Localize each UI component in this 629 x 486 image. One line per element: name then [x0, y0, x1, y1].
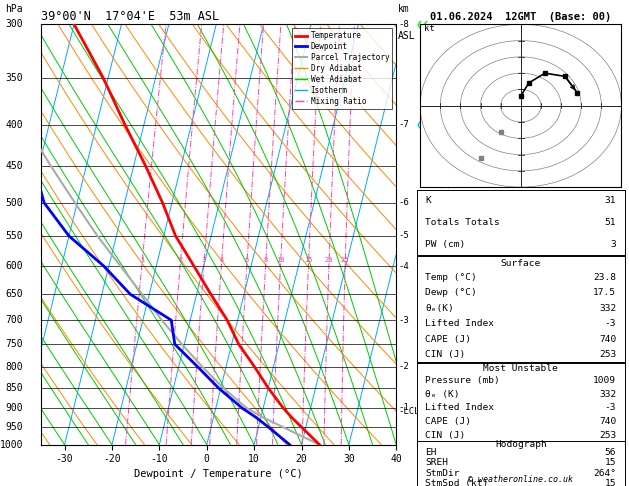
Text: 15: 15 [304, 258, 313, 263]
Text: 253: 253 [599, 431, 616, 440]
Text: 800: 800 [6, 362, 23, 372]
Text: 3: 3 [611, 240, 616, 249]
Text: -8: -8 [398, 20, 409, 29]
Text: 650: 650 [6, 289, 23, 299]
Text: Totals Totals: Totals Totals [425, 218, 500, 227]
Text: 39°00'N  17°04'E  53m ASL: 39°00'N 17°04'E 53m ASL [41, 10, 219, 23]
Text: -3: -3 [605, 319, 616, 328]
Text: 2: 2 [178, 258, 182, 263]
Text: 450: 450 [6, 161, 23, 171]
Text: 950: 950 [6, 422, 23, 432]
Text: 300: 300 [6, 19, 23, 29]
Text: Temp (°C): Temp (°C) [425, 273, 477, 282]
Text: 332: 332 [599, 304, 616, 313]
Text: 400: 400 [6, 120, 23, 130]
Text: 1000: 1000 [0, 440, 23, 450]
Text: 900: 900 [6, 403, 23, 413]
Text: 750: 750 [6, 339, 23, 349]
Text: Most Unstable: Most Unstable [484, 364, 558, 373]
Text: Hodograph: Hodograph [495, 440, 547, 449]
Text: 6: 6 [245, 258, 249, 263]
Text: ❮❮: ❮❮ [416, 262, 430, 271]
Text: 700: 700 [6, 315, 23, 325]
Text: Surface: Surface [501, 259, 541, 267]
Text: © weatheronline.co.uk: © weatheronline.co.uk [469, 474, 573, 484]
Text: StmSpd (kt): StmSpd (kt) [425, 479, 489, 486]
Text: ❮❮: ❮❮ [416, 422, 430, 431]
Text: -1: -1 [398, 403, 409, 413]
Text: 25: 25 [341, 258, 350, 263]
Text: 500: 500 [6, 198, 23, 208]
Text: -LCL: -LCL [398, 407, 420, 417]
Text: -5: -5 [398, 231, 409, 241]
Text: -3: -3 [398, 315, 409, 325]
X-axis label: Dewpoint / Temperature (°C): Dewpoint / Temperature (°C) [134, 469, 303, 479]
Text: Dewp (°C): Dewp (°C) [425, 288, 477, 297]
Text: 23.8: 23.8 [593, 273, 616, 282]
Text: 850: 850 [6, 383, 23, 393]
Text: km: km [398, 4, 410, 14]
Text: Mixing Ratio (g/kg): Mixing Ratio (g/kg) [442, 183, 450, 286]
Text: hPa: hPa [6, 4, 23, 14]
Text: 3: 3 [202, 258, 206, 263]
Text: CIN (J): CIN (J) [425, 431, 465, 440]
Text: 350: 350 [6, 73, 23, 83]
Text: 1: 1 [140, 258, 144, 263]
Text: 01.06.2024  12GMT  (Base: 00): 01.06.2024 12GMT (Base: 00) [430, 12, 611, 22]
Text: ❮❮: ❮❮ [416, 315, 430, 325]
Text: kt: kt [424, 24, 435, 33]
Text: CAPE (J): CAPE (J) [425, 417, 471, 426]
Text: 20: 20 [325, 258, 333, 263]
Text: K: K [425, 196, 431, 205]
Text: CAPE (J): CAPE (J) [425, 334, 471, 344]
Text: 740: 740 [599, 334, 616, 344]
Text: Lifted Index: Lifted Index [425, 403, 494, 412]
Text: 600: 600 [6, 261, 23, 271]
Text: 31: 31 [605, 196, 616, 205]
Text: 264°: 264° [593, 469, 616, 478]
Text: 15: 15 [605, 479, 616, 486]
Text: SREH: SREH [425, 458, 448, 468]
Text: -2: -2 [398, 362, 409, 371]
Text: Lifted Index: Lifted Index [425, 319, 494, 328]
Text: -4: -4 [398, 262, 409, 271]
Text: ❮❮: ❮❮ [416, 198, 430, 207]
Text: ❮❮: ❮❮ [416, 20, 430, 29]
Text: 15: 15 [605, 458, 616, 468]
Text: 1009: 1009 [593, 376, 616, 385]
Text: θₑ (K): θₑ (K) [425, 389, 460, 399]
Text: 332: 332 [599, 389, 616, 399]
Text: ASL: ASL [398, 31, 416, 41]
Text: PW (cm): PW (cm) [425, 240, 465, 249]
Text: Pressure (mb): Pressure (mb) [425, 376, 500, 385]
Text: 8: 8 [264, 258, 268, 263]
Legend: Temperature, Dewpoint, Parcel Trajectory, Dry Adiabat, Wet Adiabat, Isotherm, Mi: Temperature, Dewpoint, Parcel Trajectory… [292, 28, 392, 109]
Text: ❮❮: ❮❮ [416, 383, 430, 392]
Text: 56: 56 [605, 448, 616, 457]
Text: 10: 10 [276, 258, 285, 263]
Text: EH: EH [425, 448, 437, 457]
Text: 51: 51 [605, 218, 616, 227]
Text: 17.5: 17.5 [593, 288, 616, 297]
Text: -6: -6 [398, 198, 409, 207]
Text: θₑ(K): θₑ(K) [425, 304, 454, 313]
Text: ❮❮: ❮❮ [416, 120, 430, 129]
Text: 550: 550 [6, 231, 23, 241]
Text: -7: -7 [398, 120, 409, 129]
Text: 253: 253 [599, 350, 616, 359]
Text: 740: 740 [599, 417, 616, 426]
Text: 4: 4 [220, 258, 224, 263]
Text: -3: -3 [605, 403, 616, 412]
Text: CIN (J): CIN (J) [425, 350, 465, 359]
Text: ❮❮: ❮❮ [416, 440, 430, 449]
Text: StmDir: StmDir [425, 469, 460, 478]
